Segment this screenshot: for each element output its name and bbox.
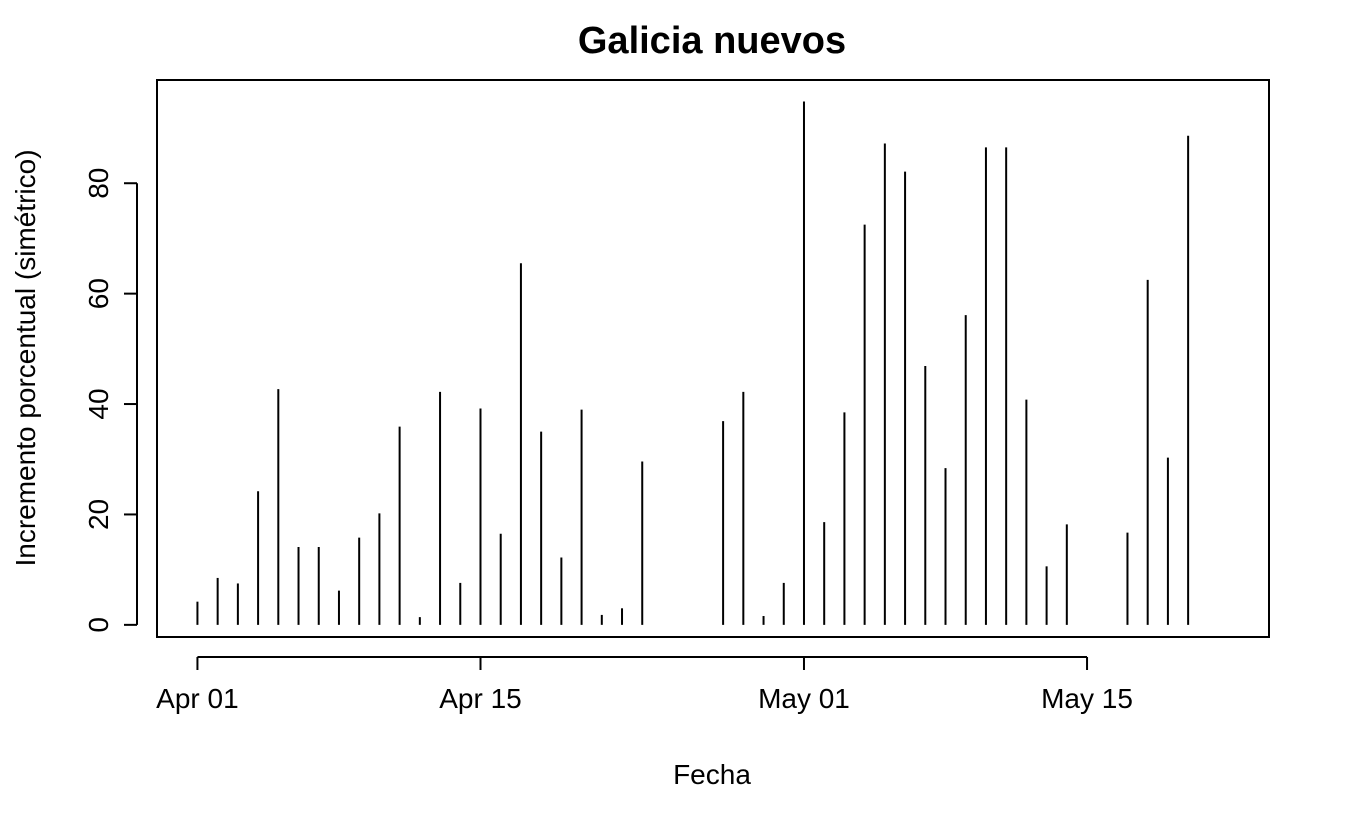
y-tick-label: 60 <box>83 278 114 309</box>
y-tick-label: 40 <box>83 388 114 419</box>
x-axis-label: Fecha <box>673 759 751 790</box>
y-axis-label: Incremento porcentual (simétrico) <box>10 149 41 566</box>
y-tick-label: 80 <box>83 168 114 199</box>
chart-title: Galicia nuevos <box>578 20 846 62</box>
x-axis: Apr 01 Apr 15 May 01 May 15 <box>156 656 1133 714</box>
data-lines <box>196 101 1190 625</box>
x-tick-label: May 15 <box>1041 683 1133 714</box>
y-tick-label: 20 <box>83 499 114 530</box>
x-tick-label: Apr 01 <box>156 683 239 714</box>
plot-area-border <box>156 79 1270 638</box>
y-axis: 0 20 40 60 80 <box>83 168 138 633</box>
x-tick-label: May 01 <box>758 683 850 714</box>
y-tick-label: 0 <box>83 617 114 633</box>
x-tick-label: Apr 15 <box>439 683 522 714</box>
